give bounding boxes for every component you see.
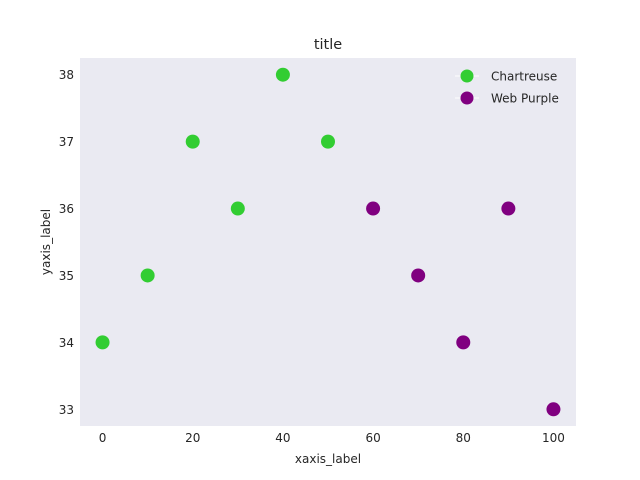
y-tick-labels: 33 34 35 36 37 38 (59, 68, 74, 417)
data-point (456, 335, 471, 350)
legend-marker (460, 91, 474, 105)
x-tick-label: 80 (456, 431, 471, 445)
data-point (140, 268, 155, 283)
y-tick-label: 34 (59, 336, 74, 350)
y-tick-label: 38 (59, 68, 74, 82)
legend: Chartreuse Web Purple (455, 69, 559, 106)
x-tick-label: 20 (185, 431, 200, 445)
data-point (321, 134, 335, 149)
data-points (95, 67, 561, 417)
data-point (366, 201, 381, 216)
x-tick-label: 40 (275, 431, 290, 445)
y-axis-label: yaxis_label (39, 209, 53, 275)
x-axis-label: xaxis_label (295, 452, 361, 466)
data-point (95, 335, 110, 350)
y-tick-label: 36 (59, 202, 74, 216)
data-point (546, 402, 561, 417)
data-point (275, 67, 290, 82)
plot-area (80, 58, 576, 426)
data-point (501, 201, 516, 216)
legend-label: Web Purple (491, 92, 559, 106)
legend-label: Chartreuse (491, 70, 557, 84)
legend-marker (460, 69, 474, 83)
data-point (185, 134, 200, 149)
x-tick-labels: 0 20 40 60 80 100 (99, 431, 565, 445)
x-tick-label: 100 (542, 431, 565, 445)
chart-title: title (314, 37, 342, 53)
y-tick-label: 35 (59, 269, 74, 283)
x-tick-label: 0 (99, 431, 107, 445)
y-tick-label: 37 (59, 135, 74, 149)
y-tick-label: 33 (59, 403, 74, 417)
data-point (230, 201, 245, 216)
x-tick-label: 60 (365, 431, 380, 445)
data-point (411, 268, 426, 283)
